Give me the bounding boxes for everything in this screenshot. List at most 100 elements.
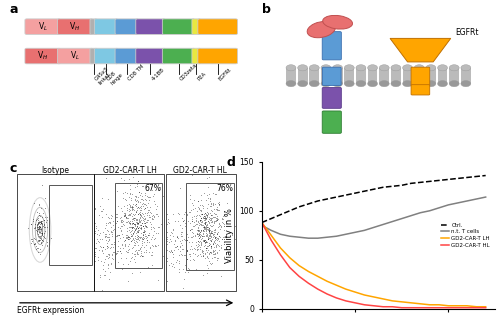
Point — [120, 213, 128, 218]
Point — [214, 238, 222, 243]
Point — [184, 256, 192, 261]
Point — [152, 243, 160, 249]
Point — [204, 210, 212, 215]
Point — [136, 238, 143, 243]
Text: 67%: 67% — [144, 184, 161, 193]
Point — [109, 223, 117, 228]
Point — [210, 233, 218, 238]
Point — [154, 225, 162, 230]
Point — [208, 260, 216, 265]
Point — [212, 244, 220, 249]
Point — [211, 251, 219, 256]
Point — [175, 261, 183, 266]
Point — [212, 217, 220, 222]
Point — [34, 219, 42, 224]
Point — [134, 205, 142, 210]
Point — [212, 235, 220, 240]
Point — [124, 235, 132, 240]
Point — [210, 241, 218, 246]
Point — [136, 234, 144, 239]
Point — [140, 214, 148, 219]
Point — [131, 227, 139, 232]
Point — [219, 220, 227, 225]
Point — [98, 208, 106, 213]
Point — [202, 248, 210, 253]
Point — [152, 212, 160, 217]
Point — [218, 273, 226, 278]
Point — [170, 234, 177, 239]
Point — [130, 225, 138, 230]
Point — [128, 228, 136, 233]
Point — [178, 246, 186, 251]
Point — [132, 220, 140, 225]
Point — [130, 207, 138, 212]
Point — [200, 229, 207, 234]
Point — [199, 227, 207, 232]
Point — [202, 213, 210, 218]
Point — [136, 192, 144, 198]
Point — [120, 211, 128, 216]
Point — [200, 225, 208, 230]
Point — [204, 191, 212, 196]
Ellipse shape — [286, 81, 296, 87]
Point — [125, 212, 133, 217]
Point — [132, 209, 140, 214]
Point — [144, 212, 152, 217]
Point — [209, 201, 217, 206]
Point — [202, 240, 210, 245]
Point — [120, 204, 128, 209]
Point — [134, 222, 142, 227]
Point — [134, 237, 142, 242]
Point — [133, 220, 141, 225]
Text: Isotype: Isotype — [42, 166, 70, 175]
Bar — [356, 68, 366, 84]
Point — [134, 233, 142, 238]
Point — [208, 228, 216, 233]
Point — [190, 258, 198, 263]
Point — [137, 196, 145, 201]
Point — [128, 231, 136, 236]
Point — [125, 228, 133, 233]
Point — [98, 247, 106, 252]
Point — [212, 237, 220, 242]
Point — [126, 224, 134, 229]
Point — [202, 234, 210, 239]
Point — [206, 228, 214, 233]
Point — [90, 205, 98, 210]
Point — [171, 238, 179, 243]
Point — [172, 234, 180, 239]
Point — [208, 231, 216, 236]
Point — [102, 234, 110, 239]
Point — [192, 240, 200, 245]
Point — [215, 247, 223, 252]
Point — [134, 212, 142, 217]
Point — [150, 228, 158, 233]
Point — [196, 218, 204, 223]
Point — [178, 230, 186, 235]
Point — [174, 246, 182, 251]
Point — [213, 217, 221, 222]
Bar — [426, 68, 436, 84]
FancyBboxPatch shape — [94, 48, 118, 64]
Point — [194, 205, 202, 210]
Point — [192, 219, 200, 224]
Point — [146, 215, 154, 220]
Point — [195, 232, 203, 238]
Point — [35, 238, 43, 243]
Point — [92, 245, 100, 250]
Point — [36, 235, 44, 240]
Point — [146, 221, 154, 226]
Point — [123, 190, 131, 195]
Point — [196, 251, 204, 256]
Point — [206, 237, 214, 242]
Point — [100, 229, 108, 234]
Point — [198, 242, 205, 247]
Point — [202, 220, 209, 225]
Point — [142, 185, 150, 190]
Point — [135, 220, 143, 225]
Point — [185, 209, 193, 214]
Bar — [450, 68, 459, 84]
Point — [204, 236, 212, 241]
Point — [200, 214, 208, 219]
Point — [167, 229, 175, 234]
